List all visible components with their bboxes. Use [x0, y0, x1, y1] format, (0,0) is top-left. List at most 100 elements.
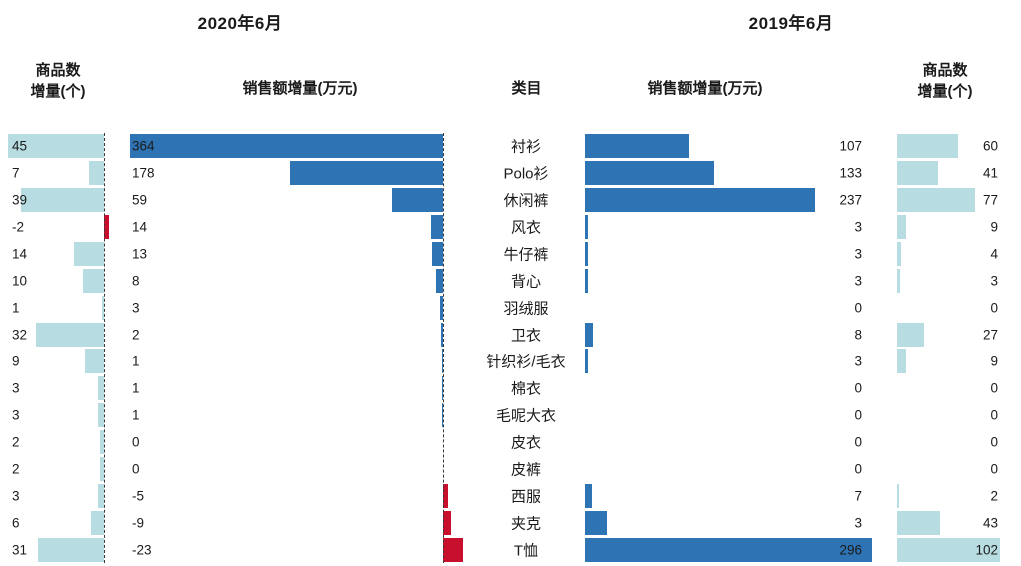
sales-2020-bar-cell [130, 268, 443, 293]
count-2020-value: 2 [12, 461, 20, 477]
sales-2019-value: 3 [854, 353, 862, 369]
count-2019-bar [897, 537, 1000, 562]
chart-row: 3 1 0 0 毛呢大衣 [0, 402, 1021, 429]
category-label: 衬衫 [510, 138, 541, 156]
sales-2020-value: -5 [132, 488, 145, 504]
sales-2019-bar-cell [585, 322, 872, 347]
category-label: T恤 [513, 542, 539, 560]
sales-2020-bar-cell [130, 537, 463, 562]
count-2019-bar-cell [897, 483, 1000, 508]
count-2020-value: 3 [12, 407, 20, 423]
count-2020-bar-cell [8, 537, 104, 562]
count-2020-bar-cell [8, 349, 104, 374]
sales-2019-value: 8 [854, 327, 862, 343]
count-2019-bar-cell [897, 349, 1000, 374]
sales-2020-value: 178 [132, 165, 155, 181]
category-label: 牛仔裤 [503, 246, 549, 264]
count-2020-value: 1 [12, 300, 20, 316]
sales-2019-value: 3 [854, 515, 862, 531]
sales-2020-bar [441, 322, 443, 347]
sales-2019-bar [585, 188, 815, 213]
sales-2019-value: 107 [839, 138, 862, 154]
sales-2020-bar [392, 188, 443, 213]
sales-2019-bar-cell [585, 537, 872, 562]
count-2020-bar [91, 510, 104, 535]
count-2019-value: 9 [990, 219, 998, 235]
sales-2019-value: 0 [854, 434, 862, 450]
count-2019-bar [897, 349, 907, 374]
count-2020-bar [97, 483, 104, 508]
sales-2019-value: 0 [854, 380, 862, 396]
sales-2020-bar-cell [130, 349, 443, 374]
sales-2019-value: 0 [854, 300, 862, 316]
count-2020-value: 9 [12, 353, 20, 369]
sales-2019-bar [585, 537, 872, 562]
category-label: 皮衣 [510, 434, 541, 452]
count-2020-bar [74, 241, 104, 266]
chart-row: 2 0 0 0 皮衣 [0, 429, 1021, 456]
sales-2019-bar [585, 349, 588, 374]
count-2020-bar-cell [8, 456, 104, 481]
category-label: 休闲裤 [503, 192, 549, 210]
sales-2020-bar [441, 376, 443, 401]
count-2020-bar-cell [8, 510, 104, 535]
sales-2020-value: 364 [132, 138, 155, 154]
sales-2019-value: 133 [839, 165, 862, 181]
chart-row: 7 178 133 41 Polo衫 [0, 160, 1021, 187]
category-label: 卫衣 [510, 327, 541, 345]
sales-2019-value: 7 [854, 488, 862, 504]
count-2019-value: 77 [982, 192, 998, 208]
sales-2019-value: 0 [854, 461, 862, 477]
sales-2020-value: -9 [132, 515, 145, 531]
sales-2020-bar-cell [130, 188, 443, 213]
sales-2019-value: 3 [854, 219, 862, 235]
count-2020-bar-cell [8, 483, 104, 508]
sales-2019-bar [585, 161, 714, 186]
count-2019-bar [897, 510, 941, 535]
sales-2019-bar [585, 483, 592, 508]
count-2019-bar-cell [897, 537, 1000, 562]
sales-2020-bar-cell [130, 241, 443, 266]
sales-2019-bar-cell [585, 268, 872, 293]
count-2019-bar [897, 268, 901, 293]
header-count-2020-line2: 增量(个) [30, 83, 86, 100]
count-2020-value: 31 [12, 542, 28, 558]
baseline-count-2020 [104, 133, 105, 563]
sales-2020-value: 0 [132, 461, 140, 477]
chart-row: 10 8 3 3 背心 [0, 267, 1021, 294]
sales-2019-bar-cell [585, 161, 872, 186]
count-2019-bar-cell [897, 322, 1000, 347]
count-2020-value: 3 [12, 488, 20, 504]
sales-2019-bar-cell [585, 215, 872, 240]
chart-row: 3 -5 7 2 西服 [0, 482, 1021, 509]
count-2019-value: 102 [975, 542, 998, 558]
header-category: 类目 [511, 80, 542, 97]
sales-2020-value: 0 [132, 434, 140, 450]
count-2019-value: 41 [982, 165, 998, 181]
chart-row: 9 1 3 9 针织衫/毛衣 [0, 348, 1021, 375]
count-2020-value: 6 [12, 515, 20, 531]
sales-2019-bar-cell [585, 483, 872, 508]
sales-2019-bar-cell [585, 134, 872, 159]
sales-2019-bar [585, 510, 608, 535]
count-2020-value: 32 [12, 327, 28, 343]
chart-row: 3 1 0 0 棉衣 [0, 375, 1021, 402]
count-2020-value: 45 [12, 138, 28, 154]
count-2019-value: 27 [982, 327, 998, 343]
sales-2019-bar-cell [585, 510, 872, 535]
sales-2020-value: 1 [132, 407, 140, 423]
category-label: 夹克 [510, 515, 541, 533]
category-label: 皮裤 [510, 461, 541, 479]
count-2019-value: 43 [982, 515, 998, 531]
count-2020-bar-negative [104, 215, 109, 240]
category-label: 羽绒服 [503, 300, 549, 318]
count-2020-bar [99, 430, 104, 455]
count-2019-value: 9 [990, 353, 998, 369]
count-2019-bar [897, 188, 975, 213]
baseline-sales-2020 [443, 133, 444, 563]
count-2019-bar [897, 241, 902, 266]
count-2020-bar-cell [8, 134, 104, 159]
header-sales-2019: 销售额增量(万元) [647, 80, 763, 97]
count-2019-value: 0 [990, 380, 998, 396]
